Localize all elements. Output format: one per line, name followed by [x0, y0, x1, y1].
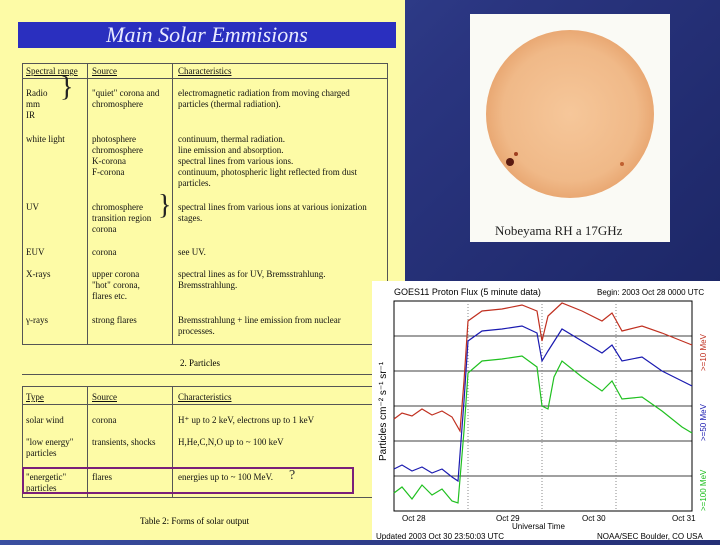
- goes-plot-panel: GOES11 Proton Flux (5 minute data) Begin…: [372, 281, 720, 541]
- table-cell: Bremsstrahlung + line emission from nucl…: [178, 315, 341, 336]
- plot-title: GOES11 Proton Flux (5 minute data): [394, 287, 541, 297]
- sun-disk: [486, 30, 654, 198]
- col-header-characteristics: Characteristics: [178, 392, 232, 402]
- series-10mev: [393, 302, 693, 433]
- table-cell: Radio mm IR: [26, 88, 48, 120]
- col-header-source: Source: [92, 392, 117, 402]
- x-tick-label: Oct 31: [672, 514, 696, 523]
- legend-10mev: >=10 MeV: [699, 333, 708, 371]
- x-tick-labels: Oct 28 Oct 29 Oct 30 Oct 31: [402, 514, 696, 523]
- x-tick-label: Oct 30: [582, 514, 606, 523]
- table-cell: upper corona "hot" corona, flares etc.: [92, 269, 140, 301]
- table-cell: spectral lines as for UV, Bremsstrahlung…: [178, 269, 326, 290]
- plot-xlabel: Universal Time: [512, 522, 565, 531]
- table-border: [22, 386, 23, 497]
- section-heading: 2. Particles: [180, 358, 220, 368]
- table-border: [22, 344, 387, 345]
- col-header-characteristics: Characteristics: [178, 66, 232, 76]
- table-cell: "quiet" corona and chromosphere: [92, 88, 160, 109]
- table-border: [22, 386, 387, 387]
- table-cell: chromosphere transition region corona: [92, 202, 152, 234]
- x-tick-label: Oct 28: [402, 514, 426, 523]
- highlight-box: [22, 467, 354, 494]
- table-panel: Main Solar Emmisions Spectral range Sour…: [0, 0, 405, 540]
- table-border: [22, 78, 387, 79]
- table-cell: UV: [26, 202, 39, 212]
- table-cell: photosphere chromosphere K-corona F-coro…: [92, 134, 143, 177]
- table-cell: transients, shocks: [92, 437, 156, 447]
- question-mark: ?: [289, 468, 296, 483]
- sun-spot: [620, 162, 624, 166]
- table-cell: electromagnetic radiation from moving ch…: [178, 88, 350, 109]
- table-cell: corona: [92, 247, 117, 257]
- table-cell: H,He,C,N,O up to ~ 100 keV: [178, 437, 284, 447]
- col-header-source: Source: [92, 66, 117, 76]
- table-cell: solar wind: [26, 415, 64, 425]
- slide-title: Main Solar Emmisions: [18, 22, 396, 48]
- table-cell: continuum, thermal radiation. line emiss…: [178, 134, 357, 188]
- sun-spot: [514, 152, 518, 156]
- x-tick-label: Oct 29: [496, 514, 520, 523]
- goes-plot: GOES11 Proton Flux (5 minute data) Begin…: [376, 287, 708, 541]
- sun-image-panel: [470, 14, 670, 242]
- table-border: [87, 386, 88, 497]
- plot-begin: Begin: 2003 Oct 28 0000 UTC: [597, 288, 704, 297]
- sun-spot: [506, 158, 514, 166]
- brace-icon: }: [158, 190, 172, 221]
- table-cell: EUV: [26, 247, 45, 257]
- col-header-type: Type: [26, 392, 44, 402]
- series-50mev: [393, 325, 693, 483]
- series-100mev: [393, 355, 693, 504]
- table-border: [172, 386, 173, 497]
- table-border: [22, 63, 23, 344]
- table-border: [22, 63, 387, 64]
- sun-image-label: Nobeyama RH a 17GHz: [495, 223, 623, 238]
- table-cell: flares: [92, 472, 112, 482]
- table-cell: spectral lines from various ions at vari…: [178, 202, 367, 223]
- table-border: [22, 374, 387, 375]
- table-border: [22, 497, 387, 498]
- legend-50mev: >=50 MeV: [699, 403, 708, 441]
- table-cell: H⁺ up to 2 keV, electrons up to 1 keV: [178, 415, 315, 425]
- plot-updated: Updated 2003 Oct 30 23:50:03 UTC: [376, 532, 504, 540]
- table-cell: "low energy" particles: [26, 437, 74, 458]
- table-border: [172, 63, 173, 344]
- table-cell: "energetic" particles: [26, 472, 67, 493]
- brace-icon: }: [60, 72, 74, 103]
- legend-100mev: >=100 MeV: [699, 469, 708, 511]
- sun-image: [486, 30, 654, 198]
- table-border: [387, 63, 388, 344]
- table-caption: Table 2: Forms of solar output: [140, 516, 250, 526]
- table-cell: see UV.: [178, 247, 206, 257]
- plot-ylabel: Particles cm⁻² s⁻¹ sr⁻¹: [378, 361, 389, 461]
- table-cell: corona: [92, 415, 117, 425]
- table-cell: white light: [26, 134, 65, 144]
- table-cell: energies up to ~ 100 MeV.: [178, 472, 274, 482]
- table-cell: γ-rays: [26, 315, 48, 325]
- table-cell: strong flares: [92, 315, 137, 325]
- table-border: [22, 404, 387, 405]
- table-cell: X-rays: [26, 269, 51, 279]
- col-header-spectral-range: Spectral range: [26, 66, 78, 76]
- table-border: [87, 63, 88, 344]
- plot-credit: NOAA/SEC Boulder, CO USA: [597, 532, 703, 540]
